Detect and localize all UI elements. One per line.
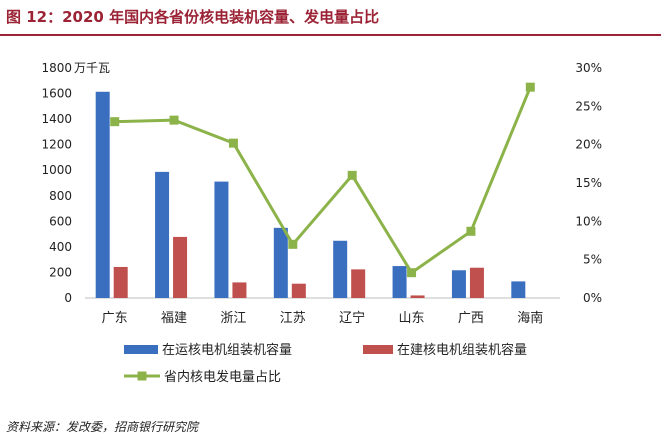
- left-tick-label: 1200: [41, 138, 72, 152]
- bar-under-construction: [232, 282, 247, 298]
- legend-label-operating: 在运核电机组装机容量: [162, 342, 292, 358]
- left-tick-label: 1000: [41, 163, 72, 177]
- bar-operating: [451, 270, 466, 298]
- left-tick-label: 1400: [41, 112, 72, 126]
- left-tick-label: 200: [49, 265, 72, 279]
- bar-under-construction: [291, 283, 306, 298]
- right-tick-label: 10%: [575, 214, 602, 228]
- left-tick-label: 0: [64, 291, 72, 305]
- bar-under-construction: [469, 267, 484, 298]
- legend-marker-share: [137, 371, 147, 381]
- line-marker: [228, 138, 238, 148]
- line-marker: [110, 117, 120, 127]
- line-marker: [288, 239, 298, 249]
- category-label: 山东: [399, 311, 425, 326]
- bar-operating: [333, 240, 348, 298]
- right-axis: 0% 5% 10% 15% 20% 25% 30%: [575, 61, 602, 305]
- bar-under-construction: [410, 295, 425, 298]
- line-share: [114, 86, 532, 275]
- category-label: 海南: [517, 310, 543, 326]
- right-tick-label: 0%: [583, 291, 602, 305]
- bar-operating: [95, 91, 110, 299]
- title-underline: [0, 34, 661, 36]
- legend-label-share: 省内核电发电量占比: [164, 369, 281, 385]
- line-marker: [466, 226, 476, 236]
- category-label: 江苏: [280, 310, 306, 326]
- category-label: 浙江: [220, 311, 246, 326]
- source-note: 资料来源：发改委，招商银行研究院: [6, 420, 199, 434]
- right-tick-label: 15%: [575, 176, 602, 190]
- bar-under-construction: [351, 269, 366, 298]
- bar-operating: [273, 227, 288, 298]
- right-tick-label: 25%: [575, 99, 602, 113]
- left-tick-label: 600: [49, 214, 72, 228]
- left-axis-unit: 万千瓦: [74, 61, 110, 75]
- line-marks: [110, 82, 535, 278]
- category-labels: 广东 福建 浙江 江苏 辽宁 山东 广西 海南: [102, 310, 544, 326]
- bar-under-construction: [173, 236, 188, 298]
- right-tick-label: 20%: [575, 138, 602, 152]
- left-tick-label: 1600: [41, 87, 72, 101]
- line-marker: [169, 115, 179, 125]
- left-axis: 0 200 400 600 800 1000 1200 1400 1600 1800: [41, 61, 72, 305]
- legend-swatch-operating: [124, 345, 158, 354]
- category-label: 福建: [161, 311, 187, 326]
- line-marker: [347, 170, 357, 180]
- bar-marks: [95, 91, 526, 299]
- category-label: 广西: [458, 311, 484, 326]
- bar-under-construction: [113, 266, 128, 298]
- left-tick-label: 1800: [41, 61, 72, 75]
- left-tick-label: 800: [49, 189, 72, 203]
- right-tick-label: 30%: [575, 61, 602, 75]
- bar-operating: [392, 266, 407, 298]
- line-marker: [407, 268, 417, 278]
- line-marker: [525, 82, 535, 92]
- bar-operating: [214, 181, 229, 298]
- category-label: 广东: [102, 311, 128, 326]
- category-label: 辽宁: [339, 310, 365, 326]
- legend-label-under-construction: 在建核电机组装机容量: [397, 342, 527, 358]
- figure-title: 图 12：2020 年国内各省份核电装机容量、发电量占比: [6, 8, 380, 26]
- left-tick-label: 400: [49, 240, 72, 254]
- right-tick-label: 5%: [583, 253, 602, 267]
- legend-swatch-under-construction: [363, 345, 393, 354]
- bar-operating: [511, 281, 526, 298]
- bar-operating: [155, 171, 170, 298]
